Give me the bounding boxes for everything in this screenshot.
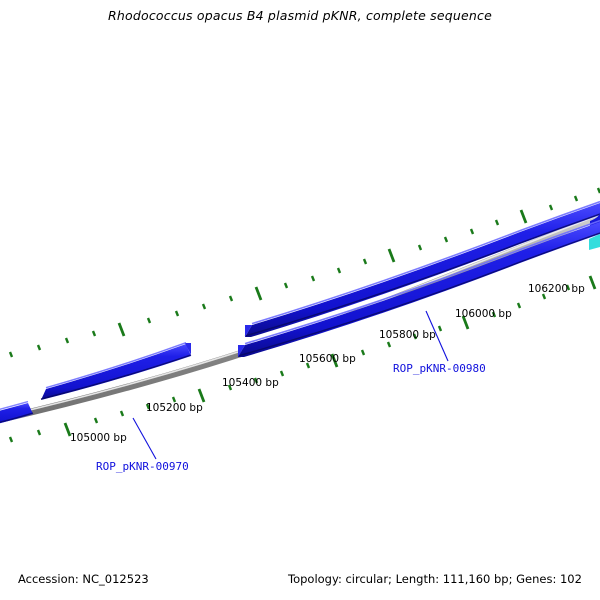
page-title: Rhodococcus opacus B4 plasmid pKNR, comp… xyxy=(108,8,492,23)
accession-status: Accession: NC_012523 xyxy=(18,572,149,586)
gene-feature-rop-pknr-00970[interactable] xyxy=(40,341,192,400)
coord-label: 105600 bp xyxy=(299,353,356,365)
ruler-coordinate-labels: 105000 bp 105200 bp 105400 bp 105600 bp … xyxy=(70,283,585,444)
gene-label-rop-pknr-00970[interactable]: ROP_pKNR-00970 xyxy=(96,460,189,473)
coord-label: 106000 bp xyxy=(455,308,512,320)
coord-label: 105800 bp xyxy=(379,329,436,341)
ruler-ticks-upper xyxy=(8,187,600,358)
gene-feature-upper-long[interactable] xyxy=(244,200,600,337)
gene-name-labels[interactable]: ROP_pKNR-00970 ROP_pKNR-00980 xyxy=(96,362,486,473)
coord-label: 105000 bp xyxy=(70,432,127,444)
coord-label: 105400 bp xyxy=(222,377,279,389)
gene-feature-rop-pknr-00980[interactable] xyxy=(237,219,600,357)
coord-label: 105200 bp xyxy=(146,402,203,414)
gene-track-upper[interactable] xyxy=(0,200,600,428)
leader-line-rop-pknr-00980 xyxy=(425,310,449,362)
gene-label-rop-pknr-00980[interactable]: ROP_pKNR-00980 xyxy=(393,362,486,375)
gene-feature-segment[interactable] xyxy=(0,400,34,428)
coord-label: 106200 bp xyxy=(528,283,585,295)
ruler-ticks-lower xyxy=(8,275,597,443)
gene-strand-tip-marker xyxy=(589,234,600,250)
gene-label-leaders xyxy=(132,310,449,460)
leader-line-rop-pknr-00970 xyxy=(132,417,157,460)
gene-track-lower[interactable] xyxy=(237,219,600,357)
sequence-summary-status: Topology: circular; Length: 111,160 bp; … xyxy=(288,572,582,586)
